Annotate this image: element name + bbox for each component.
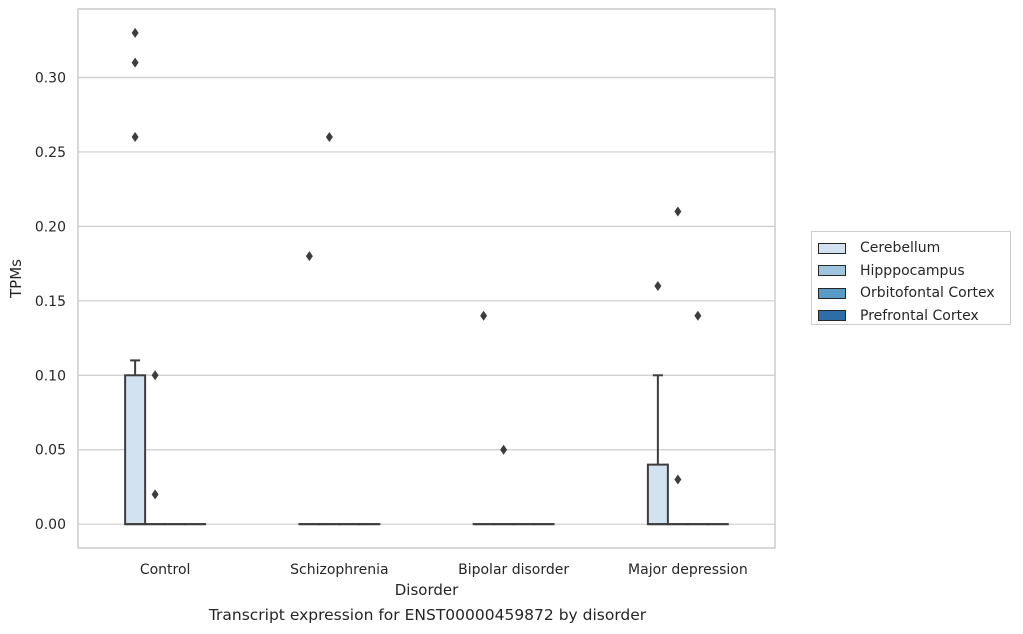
outlier-point bbox=[131, 132, 139, 143]
y-tick-label: 0.05 bbox=[35, 443, 66, 459]
outlier-point bbox=[674, 206, 682, 217]
legend-swatch bbox=[818, 265, 846, 277]
x-tick-labels: Control Schizophrenia Bipolar disorder Majo… bbox=[140, 562, 748, 578]
plot-frame bbox=[77, 8, 776, 549]
x-axis-label: Disorder bbox=[395, 581, 459, 599]
outlier-point bbox=[480, 310, 488, 321]
outlier-point bbox=[131, 27, 139, 38]
gridlines bbox=[78, 76, 775, 525]
y-tick-label: 0.25 bbox=[35, 145, 66, 161]
legend-label: Cerebellum bbox=[860, 240, 941, 257]
outlier-point bbox=[151, 489, 159, 500]
box bbox=[124, 374, 147, 526]
outlier-point bbox=[654, 280, 662, 291]
outlier-point bbox=[305, 251, 313, 262]
y-tick-labels: 0.00 0.05 0.10 0.15 0.20 0.25 0.30 bbox=[35, 70, 66, 533]
y-axis-label: TPMs bbox=[7, 259, 25, 299]
legend-item-cerebellum: Cerebellum bbox=[818, 237, 1010, 260]
x-tick-label: Schizophrenia bbox=[290, 562, 388, 578]
legend-item-orbitofrontal-cortex: Orbitofontal Cortex bbox=[818, 282, 1010, 305]
legend: Cerebellum Hipppocampus Orbitofontal Cor… bbox=[811, 231, 1011, 325]
box bbox=[646, 463, 669, 526]
legend-swatch bbox=[818, 242, 846, 254]
legend-swatch bbox=[818, 287, 846, 299]
y-tick-label: 0.10 bbox=[35, 368, 66, 384]
legend-item-prefrontal-cortex: Prefrontal Cortex bbox=[818, 305, 1010, 328]
outlier-point bbox=[131, 57, 139, 68]
outlier-point bbox=[500, 444, 508, 455]
legend-label: Hipppocampus bbox=[860, 262, 965, 279]
y-tick-label: 0.30 bbox=[35, 70, 66, 86]
chart-caption: Transcript expression for ENST0000045987… bbox=[208, 606, 647, 624]
y-tick-label: 0.00 bbox=[35, 517, 66, 533]
outlier-point bbox=[694, 310, 702, 321]
x-tick-label: Bipolar disorder bbox=[458, 562, 569, 578]
y-tick-label: 0.20 bbox=[35, 219, 66, 235]
outlier-point bbox=[151, 370, 159, 381]
legend-label: Orbitofontal Cortex bbox=[860, 285, 995, 302]
box-layer bbox=[124, 27, 729, 526]
legend-item-hippocampus: Hipppocampus bbox=[818, 260, 1010, 283]
outlier-point bbox=[674, 474, 682, 485]
legend-swatch bbox=[818, 310, 846, 322]
y-tick-label: 0.15 bbox=[35, 294, 66, 310]
x-tick-label: Major depression bbox=[628, 562, 748, 578]
legend-label: Prefrontal Cortex bbox=[860, 307, 979, 324]
outlier-point bbox=[325, 132, 333, 143]
x-tick-label: Control bbox=[140, 562, 191, 578]
